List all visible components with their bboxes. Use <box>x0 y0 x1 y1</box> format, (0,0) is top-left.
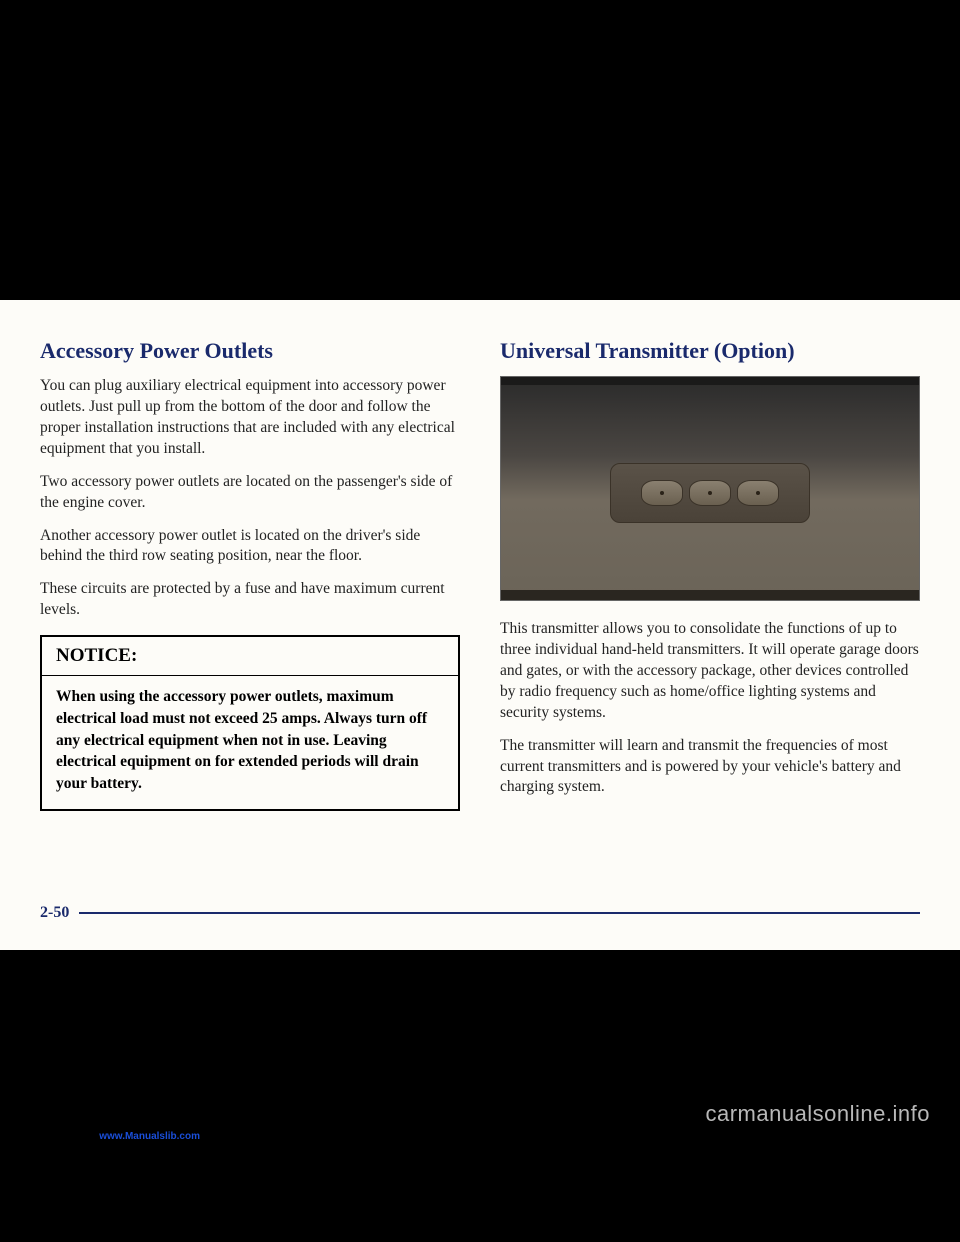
right-paragraph-1: This transmitter allows you to consolida… <box>500 619 920 724</box>
notice-body: When using the accessory power outlets, … <box>42 676 458 808</box>
left-paragraph-2: Two accessory power outlets are located … <box>40 472 460 514</box>
page-number: 2-50 <box>40 904 69 922</box>
download-suffix: manuals search engine <box>200 1131 313 1142</box>
left-column: Accessory Power Outlets You can plug aux… <box>40 338 460 811</box>
footer-rule <box>79 912 920 914</box>
download-link[interactable]: www.Manualslib.com <box>99 1131 200 1142</box>
transmitter-button-3-icon <box>737 480 779 506</box>
notice-box: NOTICE: When using the accessory power o… <box>40 635 460 810</box>
manual-page: Accessory Power Outlets You can plug aux… <box>0 300 960 950</box>
download-prefix: Downloaded from <box>12 1131 99 1142</box>
right-heading: Universal Transmitter (Option) <box>500 338 920 364</box>
two-column-layout: Accessory Power Outlets You can plug aux… <box>40 338 920 811</box>
watermark-text: carmanualsonline.info <box>705 1101 930 1127</box>
right-column: Universal Transmitter (Option) This tran… <box>500 338 920 811</box>
left-paragraph-3: Another accessory power outlet is locate… <box>40 526 460 568</box>
transmitter-button-1-icon <box>641 480 683 506</box>
left-paragraph-1: You can plug auxiliary electrical equipm… <box>40 376 460 460</box>
page-footer: 2-50 <box>40 904 920 922</box>
transmitter-panel <box>610 463 810 523</box>
left-heading: Accessory Power Outlets <box>40 338 460 364</box>
notice-label: NOTICE: <box>42 637 458 676</box>
download-attribution: Downloaded from www.Manualslib.com manua… <box>12 1131 313 1142</box>
transmitter-photo <box>500 376 920 601</box>
right-paragraph-2: The transmitter will learn and transmit … <box>500 736 920 799</box>
left-paragraph-4: These circuits are protected by a fuse a… <box>40 579 460 621</box>
transmitter-button-2-icon <box>689 480 731 506</box>
